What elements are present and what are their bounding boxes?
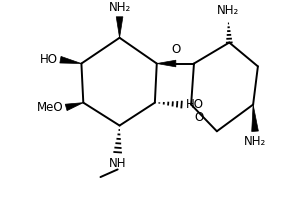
Polygon shape <box>252 104 258 132</box>
Text: O: O <box>194 111 203 124</box>
Text: HO: HO <box>40 53 57 66</box>
Text: NH₂: NH₂ <box>109 1 131 14</box>
Polygon shape <box>65 103 83 111</box>
Text: NH₂: NH₂ <box>217 4 240 17</box>
Text: O: O <box>171 43 181 56</box>
Text: NH: NH <box>109 157 126 170</box>
Polygon shape <box>60 57 81 63</box>
Polygon shape <box>157 60 176 67</box>
Polygon shape <box>116 17 123 38</box>
Text: MeO: MeO <box>37 101 63 114</box>
Text: NH₂: NH₂ <box>244 135 266 148</box>
Text: HO: HO <box>185 98 203 111</box>
